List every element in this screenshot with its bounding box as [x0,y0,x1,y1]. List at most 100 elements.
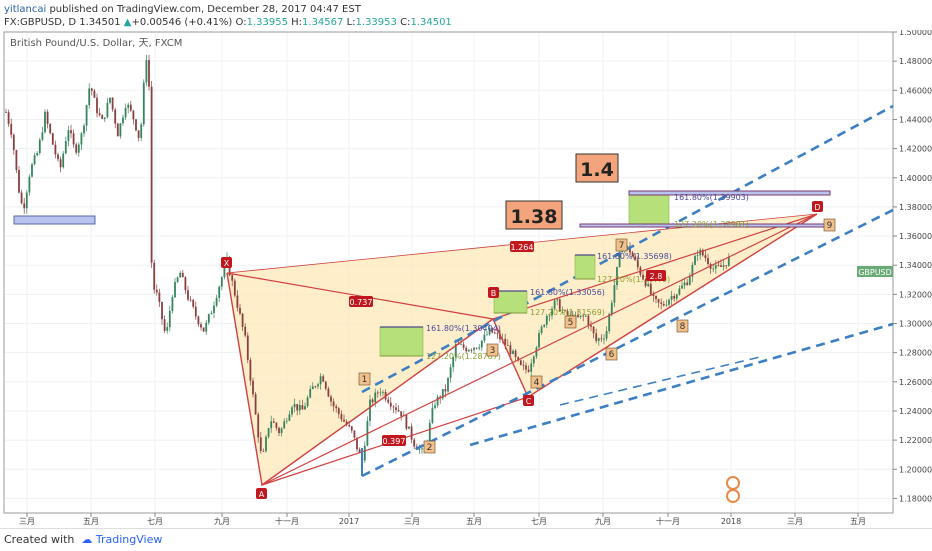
candle-body [467,349,470,352]
candle-body [688,276,691,285]
author-link[interactable]: yitlancai [4,4,47,15]
candle-body [96,97,98,114]
created-with-label: Created with [4,533,75,546]
candle-body [436,396,439,406]
candle-body [171,297,174,311]
candle-body [483,334,486,341]
y-tick-label: 1.26000 [899,378,932,387]
candle-body [38,139,41,154]
symbol-info: FX:GBPUSD, D 1.34501 [4,17,121,28]
candle-body [296,404,299,411]
candle-body [519,360,522,365]
candle-body [400,411,403,417]
candle-body [696,255,699,257]
target-labels: 1.4 1.38 [505,153,619,230]
candle-body [408,426,410,429]
candle-body [72,133,75,145]
candle-body [327,388,330,397]
candle-body [62,153,65,168]
candle-body [644,279,647,287]
candle-body [114,109,117,124]
x-tick-label: 五月 [83,517,99,526]
candle-body [626,246,629,247]
symbol-line: FX:GBPUSD, D 1.34501 ▲+0.00546 (+0.41%) … [4,16,452,29]
wave-label-1: 1 [362,375,368,385]
candle-body [262,451,265,452]
candle-body [636,259,639,268]
candle-body [64,141,67,154]
x-tick-label: 五月 [850,517,866,526]
candle-body [213,305,215,313]
change-arrow-icon: ▲ [123,17,132,28]
candle-body [387,399,390,403]
candle-body [480,340,483,348]
candle-body [5,112,7,113]
high-value: 1.34567 [302,17,344,28]
candle-body [486,334,488,336]
channel-line-2 [361,104,894,394]
x-tick-label: 五月 [466,517,482,526]
candle-body [23,203,26,209]
candle-body [660,302,663,305]
candle-body [431,407,434,423]
wave-box-4 [530,375,543,389]
candle-body [44,111,46,133]
event-icon-1[interactable] [726,476,740,490]
candle-body [311,386,314,390]
candle-body [358,449,361,454]
event-icon-2[interactable] [726,489,740,503]
candle-body [605,331,608,339]
candle-body [371,399,374,403]
candle-body [153,262,156,290]
candle-body [376,392,379,394]
point-x-label: X [224,259,230,268]
candle-body [532,356,535,364]
y-axis: 1.18000 1.20000 1.22000 1.24000 1.26000 1.280… [893,30,932,503]
candle-body [25,192,28,209]
candle-body [618,252,621,267]
candle-body [194,306,197,317]
candle-body [449,367,452,379]
candle-body [54,144,57,155]
candle-body [525,365,527,370]
candle-body [707,258,709,264]
target-value-1-4: 1.4 [580,159,614,181]
candle-body [561,310,564,312]
candle-body [309,389,312,398]
chart-header: yitlancai published on TradingView.com, … [0,0,932,30]
wave-label-7: 7 [619,241,625,251]
candle-body [493,332,496,334]
candle-body [220,277,223,287]
candle-body [608,313,611,332]
wave-label-3: 3 [490,346,496,356]
candle-body [395,407,397,411]
y-tick-label: 1.32000 [899,290,932,299]
price-chart[interactable]: British Pound/U.S. Dollar, 天, FXCM 161.8… [0,30,932,528]
candle-body [119,123,122,137]
candle-body [252,380,254,395]
candle-body [187,290,189,300]
candle-body [610,302,613,314]
candle-body [127,104,130,108]
x-tick-label: 七月 [147,517,163,526]
channel-line-3 [469,322,894,447]
candle-body [725,265,728,267]
fib-box-3 [574,254,596,280]
candle-body [348,424,351,427]
y-tick-label: 1.50000 [899,30,932,37]
candle-body [192,299,195,307]
footer-text: Created with ☁ TradingView [4,533,162,546]
candle-body [267,428,270,437]
ratio-box-1 [349,296,373,307]
candle-body [189,299,192,301]
candle-body [293,404,296,408]
y-tick-label: 1.48000 [899,57,932,66]
x-tick-label: 2017 [339,517,359,526]
candle-body [205,322,208,332]
candle-body [470,349,473,351]
tradingview-brand-link[interactable]: TradingView [95,533,163,546]
candle-body [70,130,72,134]
point-a-label: A [259,490,265,499]
candle-body [704,255,707,259]
publish-text: published on TradingView.com, December 2… [49,4,361,15]
